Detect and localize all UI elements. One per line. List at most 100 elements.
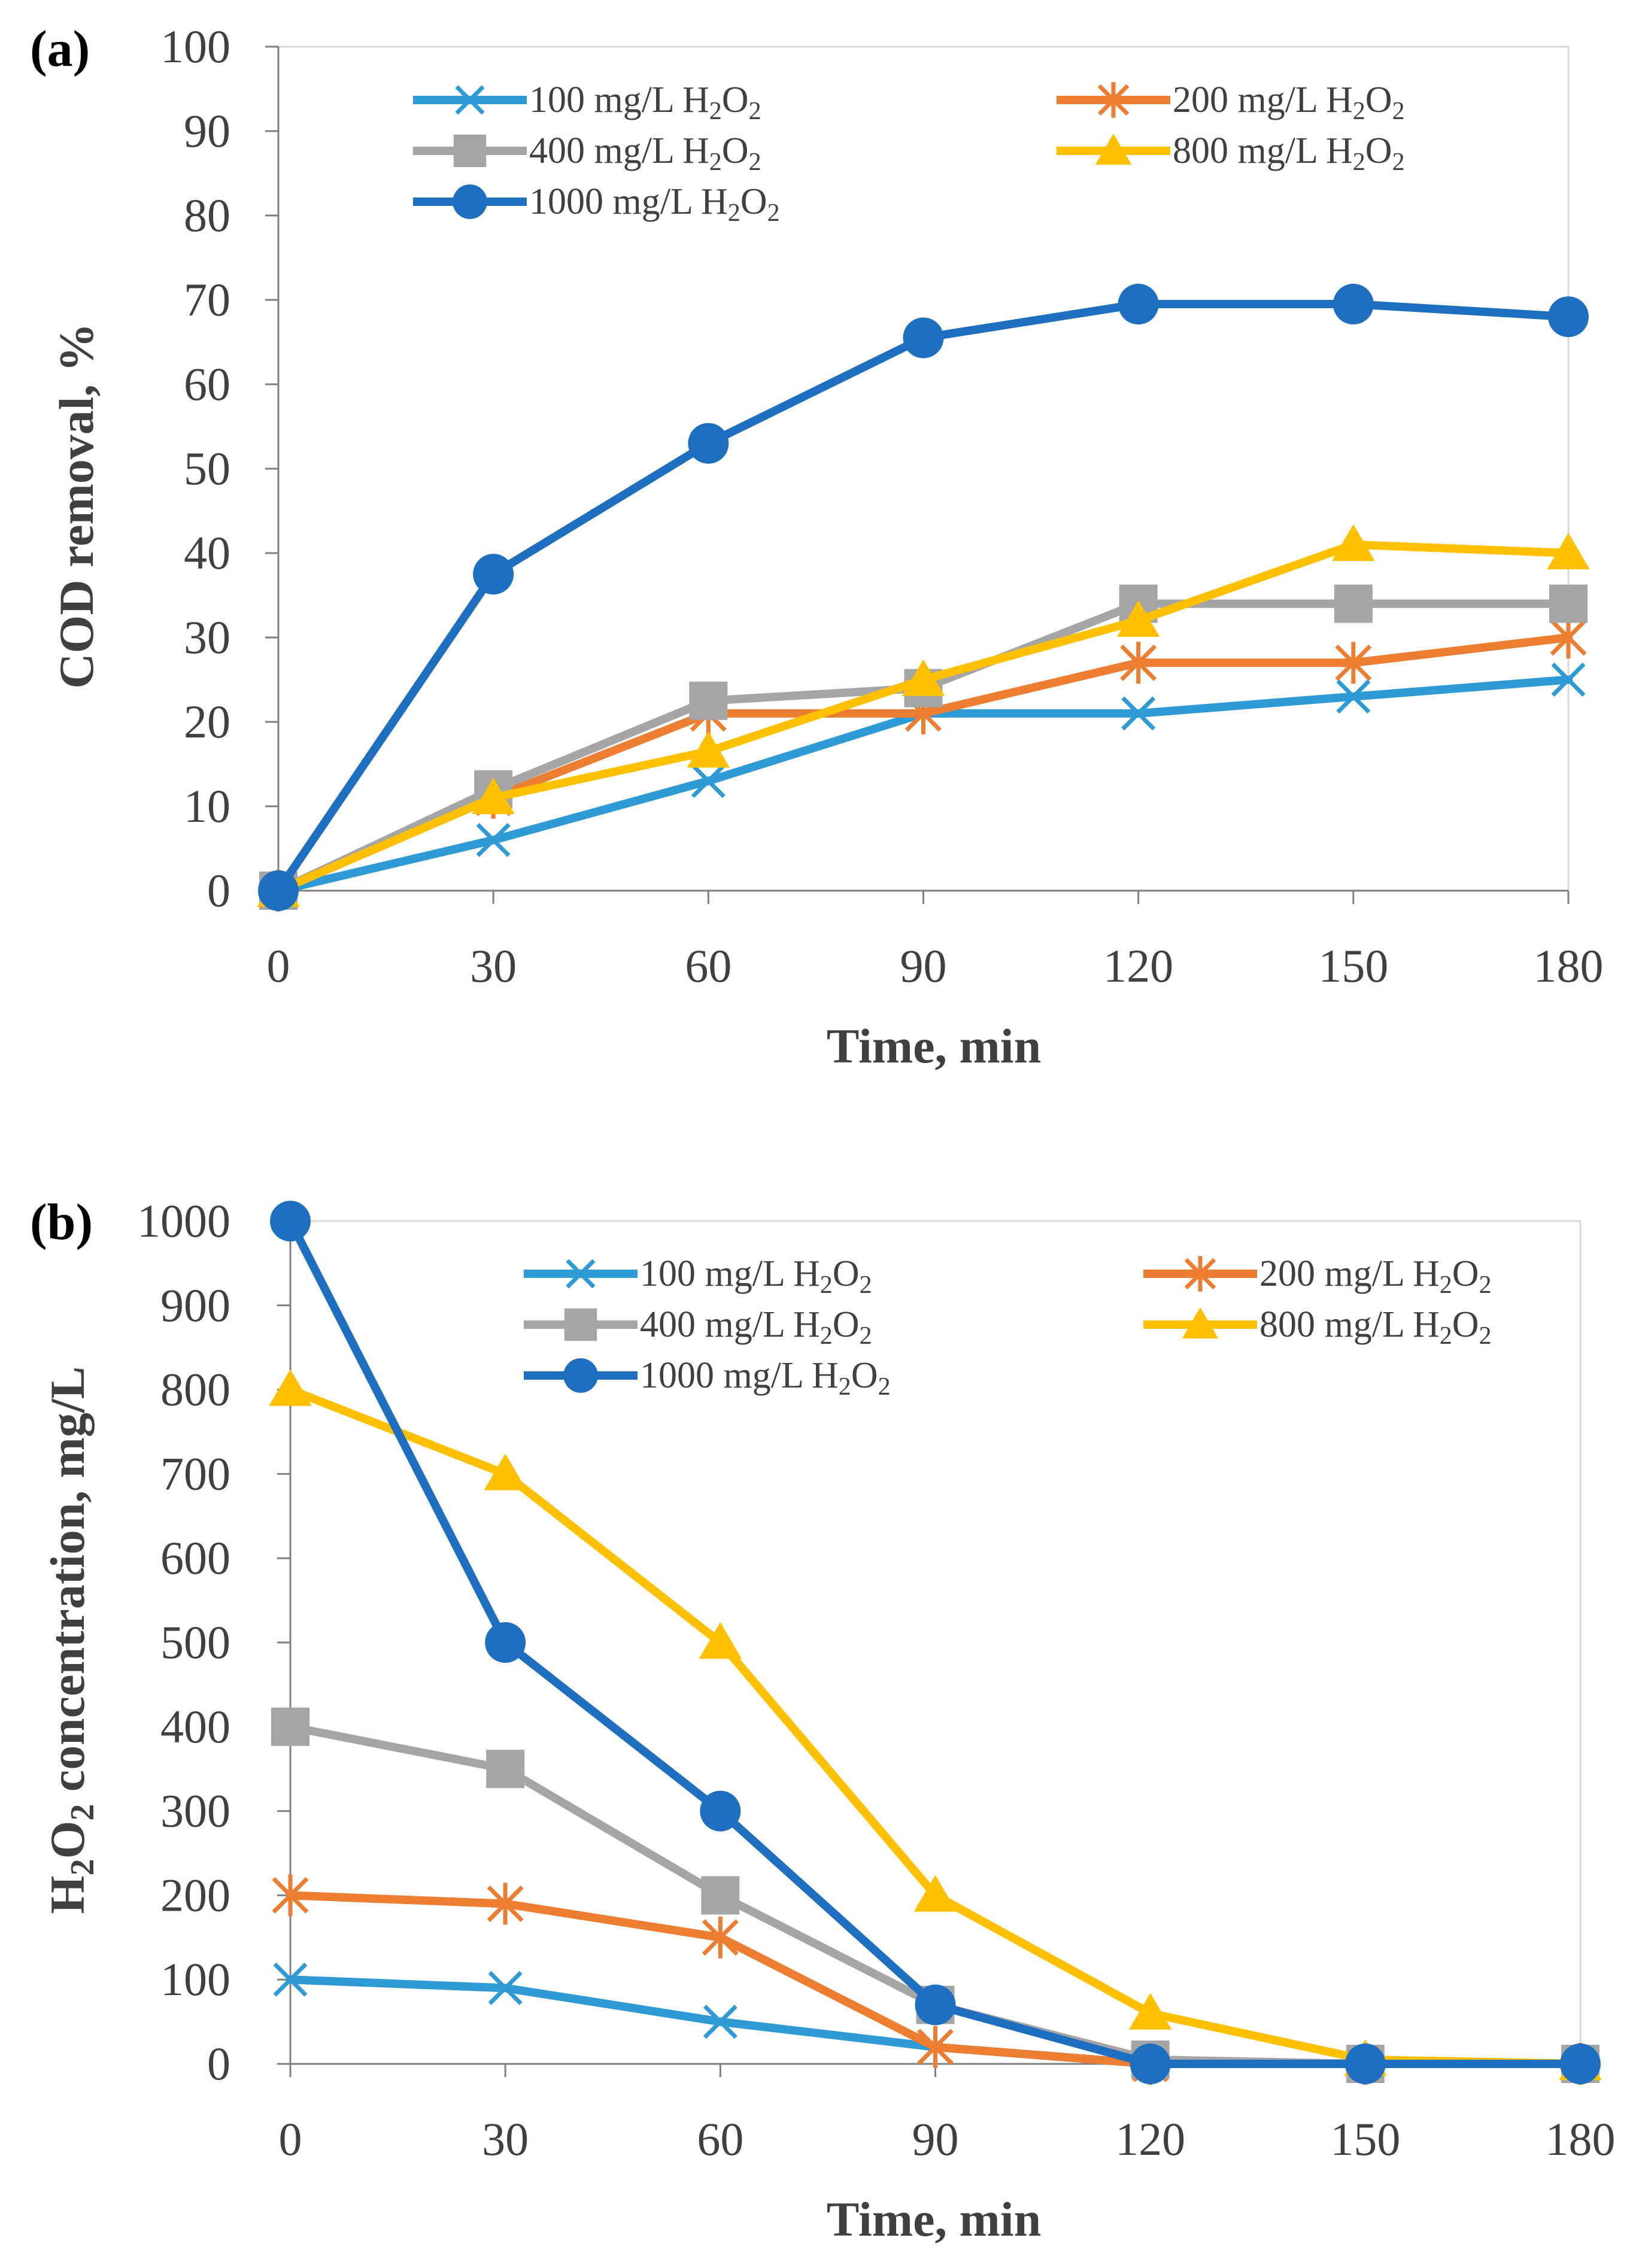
panel-a-series-4-point xyxy=(687,731,730,768)
panel-b: (b) Time, min H2O2 concentration, mg/L 0… xyxy=(30,1193,1616,2246)
panel-a-legend-marker xyxy=(453,184,487,219)
panel-b-series-5-point xyxy=(1130,2044,1171,2084)
panel-b-plot: 0 100 200 300 400 500 600 700 800 900 1000 0 30 60 90 1… xyxy=(137,1195,1616,2165)
panel-b-series-5-point xyxy=(485,1622,526,1663)
panel-a-x-axis-title: Time, min xyxy=(827,1019,1041,1073)
panel-b-y-tick-label: 500 xyxy=(160,1616,230,1668)
panel-a-series-5-point xyxy=(258,870,299,911)
panel-a-series-2-point xyxy=(1335,642,1372,684)
panel-b-legend-item-1: 100 mg/L H2O2 xyxy=(524,1253,872,1299)
panel-b-y-tick-label: 200 xyxy=(160,1869,230,1921)
panel-a-series-3-point xyxy=(1334,584,1373,623)
panel-b-series-1-point xyxy=(273,1962,308,1997)
panel-b-series-5-point xyxy=(915,1984,956,2026)
panel-b-series-5 xyxy=(270,1201,1601,2084)
panel-b-y-tick-label: 1000 xyxy=(137,1195,230,1247)
panel-b-y-tick-label: 900 xyxy=(160,1279,230,1331)
panel-a-x-tick-label: 120 xyxy=(1103,940,1173,992)
panel-b-series-2-point xyxy=(702,1916,739,1959)
panel-a-series-1-point xyxy=(1336,679,1371,714)
panel-a-legend-marker xyxy=(453,134,487,168)
panel-b-series-2-point xyxy=(272,1874,309,1917)
panel-a-series-4 xyxy=(257,524,1590,907)
panel-a-series-1-point xyxy=(476,822,511,857)
panel-a-legend: 100 mg/L H2O2 200 mg/L H2O2 400 mg/L H2O2 8… xyxy=(413,80,1405,227)
panel-a-legend-label: 400 mg/L H2O2 xyxy=(529,130,761,176)
panel-a-label: (a) xyxy=(30,20,90,77)
panel-b-legend-marker xyxy=(1182,1307,1219,1339)
panel-a-legend-label: 1000 mg/L H2O2 xyxy=(529,181,780,227)
panel-a-series-1-point xyxy=(1121,696,1156,731)
panel-b-series-5-point xyxy=(1344,2044,1386,2084)
panel-a-x-tick-label: 150 xyxy=(1318,940,1388,992)
panel-a-series-5-point xyxy=(1548,296,1589,338)
panel-a-x-tick-label: 180 xyxy=(1534,940,1604,992)
panel-b-series-1-point xyxy=(488,1971,523,2005)
panel-a-series-5-point xyxy=(1333,284,1374,325)
panel-a-series-4-point xyxy=(472,777,515,815)
panel-b-series-4-point xyxy=(699,1622,742,1659)
panel-a-series-3-point xyxy=(1549,584,1588,623)
panel-a-x-tick-label: 60 xyxy=(685,940,732,992)
panel-b-x-tick-label: 120 xyxy=(1115,2113,1185,2165)
panel-b-legend-label: 1000 mg/L H2O2 xyxy=(640,1355,891,1401)
panel-b-legend-marker xyxy=(1184,1256,1216,1292)
panel-b-x-tick-label: 180 xyxy=(1546,2113,1616,2165)
panel-b-y-axis-title: H2O2 concentration, mg/L xyxy=(40,1367,101,1914)
panel-a-y-tick-label: 70 xyxy=(184,274,230,326)
panel-a-series-1-point xyxy=(691,764,726,798)
panel-a-y-tick-label: 50 xyxy=(184,442,230,494)
panel-b-y-tick-label: 400 xyxy=(160,1701,230,1753)
panel-a-x-tick-label: 30 xyxy=(470,940,517,992)
panel-a-plot: 0 10 20 30 40 50 60 70 80 90 100 0 30 60 90 120 150 180 10… xyxy=(160,20,1604,992)
panel-a-y-tick-label: 40 xyxy=(184,527,230,579)
panel-a-legend-item-2: 200 mg/L H2O2 xyxy=(1057,80,1405,125)
panel-a-legend-label: 200 mg/L H2O2 xyxy=(1173,80,1405,125)
panel-a-legend-item-3: 400 mg/L H2O2 xyxy=(413,130,761,176)
panel-b-legend-label: 200 mg/L H2O2 xyxy=(1259,1253,1492,1299)
panel-b-series-1-point xyxy=(703,2005,737,2039)
panel-b-label: (b) xyxy=(30,1193,93,1250)
panel-a-legend-item-4: 800 mg/L H2O2 xyxy=(1057,130,1405,176)
panel-a-series-1-point xyxy=(1551,663,1586,697)
panel-a-x-tick-label: 0 xyxy=(267,940,290,992)
panel-a-y-tick-label: 80 xyxy=(184,189,230,241)
panel-b-legend-label: 800 mg/L H2O2 xyxy=(1259,1304,1492,1350)
panel-a-series-4-point xyxy=(1116,600,1160,637)
panel-b-series-4-point xyxy=(269,1369,312,1406)
panel-b-legend-marker xyxy=(563,1358,598,1393)
panel-b-series-4-point xyxy=(913,1875,957,1912)
panel-a-y-tick-label: 20 xyxy=(184,696,230,748)
panel-a-series-5-point xyxy=(903,317,944,359)
panel-b-series-5-point xyxy=(1560,2044,1601,2084)
panel-b-series-4-point xyxy=(1128,1993,1172,2030)
panel-b-legend-label: 400 mg/L H2O2 xyxy=(640,1304,872,1350)
panel-a-x-tick-label: 90 xyxy=(900,940,947,992)
panel-b-y-tick-label: 600 xyxy=(160,1532,230,1584)
panel-b-legend-item-3: 400 mg/L H2O2 xyxy=(524,1304,872,1350)
panel-a-series-5-point xyxy=(473,554,514,595)
panel-b-series-3-point xyxy=(701,1876,740,1915)
panel-b-series-5-point xyxy=(270,1201,311,1241)
panel-a-series-2-point xyxy=(1550,617,1587,658)
panel-a-series-4-point xyxy=(1332,524,1375,561)
panel-a-legend-label: 100 mg/L H2O2 xyxy=(529,80,761,125)
panel-a-y-tick-label: 10 xyxy=(184,780,230,832)
panel-b-x-tick-label: 90 xyxy=(912,2113,959,2165)
panel-b-y-tick-label: 700 xyxy=(160,1447,230,1499)
panel-b-x-axis-title: Time, min xyxy=(827,2192,1041,2246)
panel-a-legend-item-1: 100 mg/L H2O2 xyxy=(413,80,761,125)
panel-b-legend-label: 100 mg/L H2O2 xyxy=(640,1253,872,1299)
panel-b-series-5-point xyxy=(700,1790,741,1832)
panel-b-legend: 100 mg/L H2O2 200 mg/L H2O2 400 mg/L H2O2 8… xyxy=(524,1253,1492,1401)
panel-b-y-tick-label: 0 xyxy=(207,2038,230,2090)
panel-b-y-tick-label: 100 xyxy=(160,1953,230,2005)
panel-b-series-2-point xyxy=(487,1883,524,1925)
panel-a: (a) Time, min COD removal, % 0 10 20 30 40 50… xyxy=(30,20,1604,1073)
panel-b-x-tick-label: 0 xyxy=(279,2113,302,2165)
panel-a-y-tick-label: 60 xyxy=(184,358,230,410)
panel-a-series-5-point xyxy=(688,423,729,464)
panel-b-x-tick-label: 60 xyxy=(697,2113,743,2165)
